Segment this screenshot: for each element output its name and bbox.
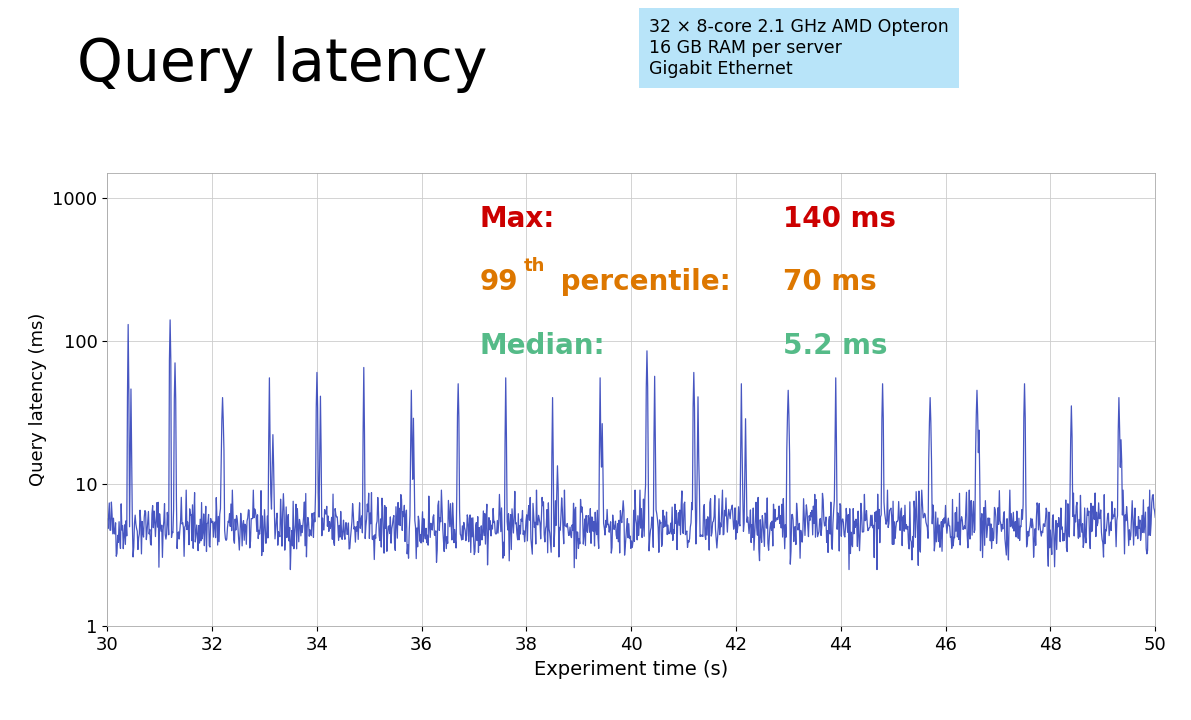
Y-axis label: Query latency (ms): Query latency (ms) — [29, 313, 46, 486]
Text: Median:: Median: — [479, 331, 605, 359]
Text: percentile:: percentile: — [550, 268, 730, 296]
Text: 99: 99 — [479, 268, 518, 296]
Text: Max:: Max: — [479, 204, 555, 233]
Text: 140 ms: 140 ms — [784, 204, 896, 233]
Text: Query latency: Query latency — [77, 36, 488, 93]
X-axis label: Experiment time (s): Experiment time (s) — [534, 660, 729, 679]
Text: th: th — [523, 257, 544, 275]
Text: 5.2 ms: 5.2 ms — [784, 331, 887, 359]
Text: 32 × 8-core 2.1 GHz AMD Opteron
16 GB RAM per server
Gigabit Ethernet: 32 × 8-core 2.1 GHz AMD Opteron 16 GB RA… — [649, 18, 949, 78]
Text: 70 ms: 70 ms — [784, 268, 877, 296]
